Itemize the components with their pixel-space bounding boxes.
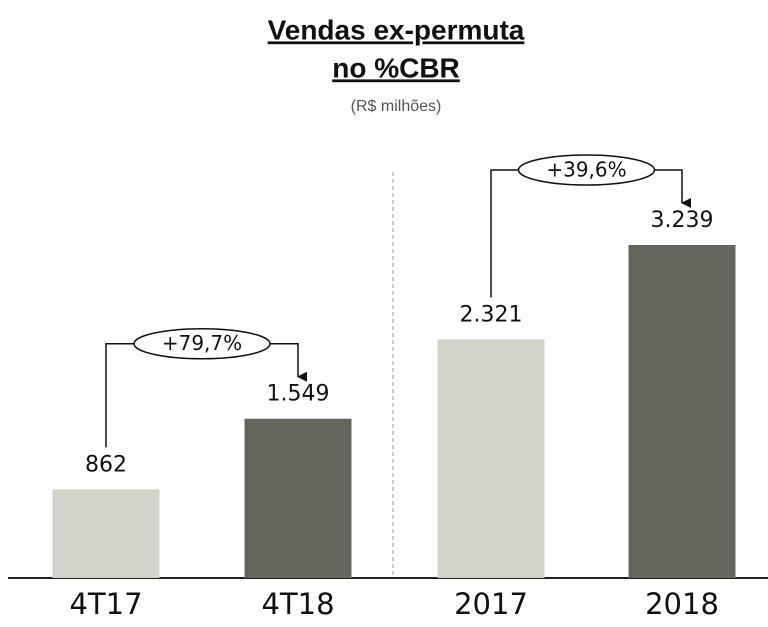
growth-bubble [133,327,271,360]
growth-bubble [517,154,656,186]
bar [628,245,736,578]
bar [244,418,352,578]
growth-label: +39,6% [546,158,626,182]
x-tick-label: 2017 [454,587,528,621]
x-tick-label: 4T17 [69,587,142,621]
chart-subtitle: (R$ milhões) [351,98,442,115]
growth-label: +79,7% [162,331,242,355]
x-tick-label: 2018 [645,587,719,621]
bar [52,489,160,578]
chart-title: no %CBR [332,52,460,83]
x-tick-label: 4T18 [261,587,334,621]
data-label: 862 [85,452,127,477]
chart-title: Vendas ex-permuta [268,14,525,45]
data-label: 2.321 [460,302,523,327]
data-label: 3.239 [651,208,714,233]
bar [437,339,545,578]
data-label: 1.549 [267,382,330,407]
